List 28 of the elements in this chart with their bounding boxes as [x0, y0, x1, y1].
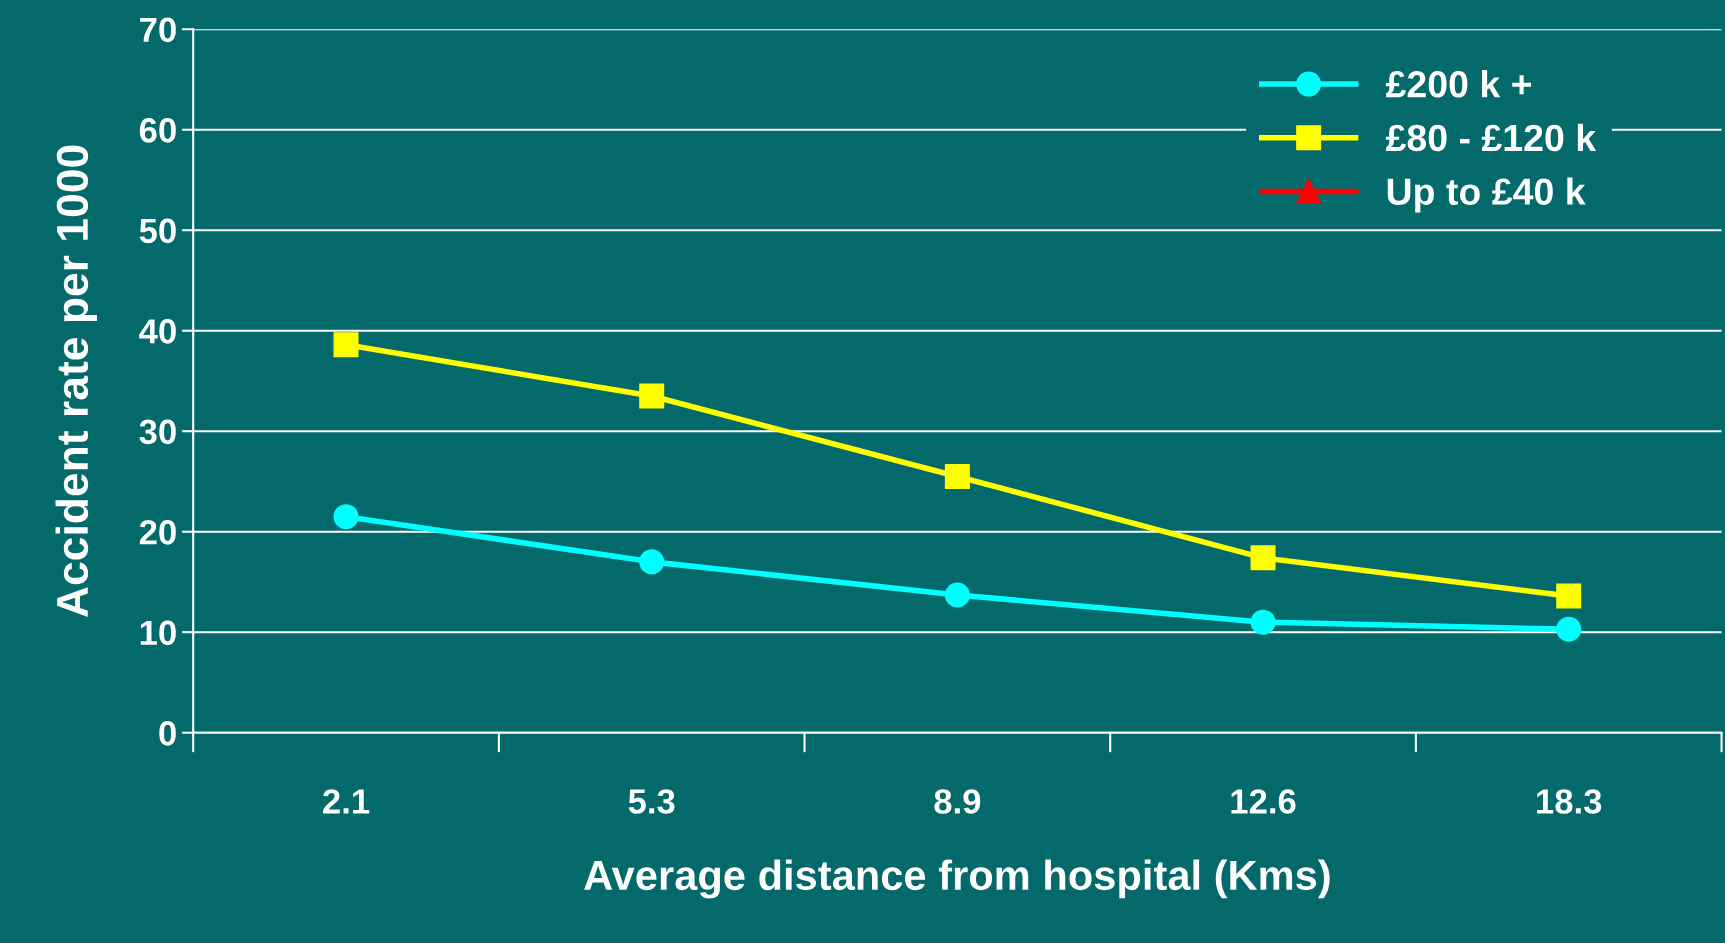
point — [1250, 609, 1276, 635]
point — [333, 332, 359, 358]
x-axis-title: Average distance from hospital (Kms) — [584, 859, 1330, 899]
y-tick-label: 60 — [139, 118, 176, 143]
point — [1250, 545, 1276, 571]
y-tick-label: 30 — [139, 419, 176, 445]
point — [639, 549, 665, 575]
y-axis-title: Accident rate per 1000 — [55, 145, 97, 617]
y-tick-label: 50 — [139, 218, 176, 244]
legend-label: £80 - £120 k — [1385, 123, 1597, 152]
x-tick-label: 18.3 — [1537, 789, 1602, 814]
x-tick-label: 8.9 — [934, 789, 981, 814]
y-tick-label: 0 — [159, 721, 176, 746]
point — [333, 504, 359, 530]
point — [1556, 616, 1582, 642]
point — [944, 582, 970, 608]
y-tick-label: 20 — [139, 520, 176, 545]
point — [1556, 583, 1582, 609]
legend-label: £200 k + — [1385, 70, 1532, 98]
x-tick-label: 12.6 — [1231, 789, 1296, 814]
point — [639, 383, 665, 409]
legend-label: Up to £40 k — [1387, 177, 1586, 213]
x-tick-label: 2.1 — [323, 789, 370, 814]
y-tick-label: 40 — [139, 319, 176, 344]
point — [944, 463, 970, 489]
x-tick-label: 5.3 — [628, 789, 675, 814]
y-tick-label: 10 — [140, 620, 176, 646]
y-tick-label: 70 — [140, 17, 176, 43]
